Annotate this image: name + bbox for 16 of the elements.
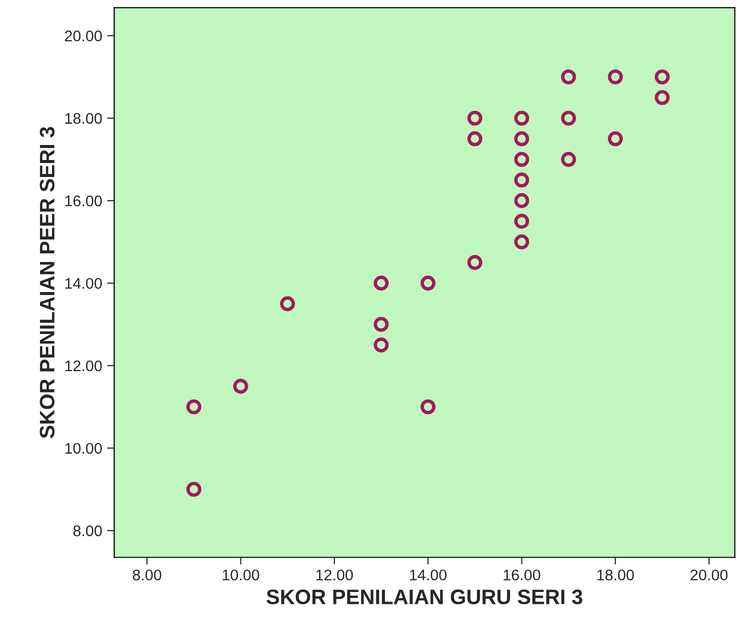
y-tick-label: 16.00 — [65, 196, 102, 206]
x-tick-label: 18.00 — [597, 570, 634, 580]
x-tick-label: 16.00 — [504, 570, 540, 580]
x-tick-label: 10.00 — [222, 570, 260, 580]
y-axis-title: SKOR PENILAIAN PEER SERI 3 — [40, 126, 55, 438]
y-tick-label: 14.00 — [65, 278, 102, 289]
x-tick-label: 14.00 — [410, 570, 447, 580]
y-tick-label: 20.00 — [64, 30, 102, 42]
x-axis-title: SKOR PENILAIAN GURU SERI 3 — [266, 590, 582, 604]
y-tick-label: 10.00 — [65, 442, 102, 454]
x-tick-label: 12.00 — [316, 570, 353, 580]
y-tick-label: 12.00 — [65, 360, 102, 372]
y-tick-label: 8.00 — [73, 525, 102, 536]
y-tick-label: 18.00 — [65, 113, 102, 124]
x-tick-label: 20.00 — [690, 570, 728, 580]
x-tick-label: 8.00 — [132, 570, 162, 580]
